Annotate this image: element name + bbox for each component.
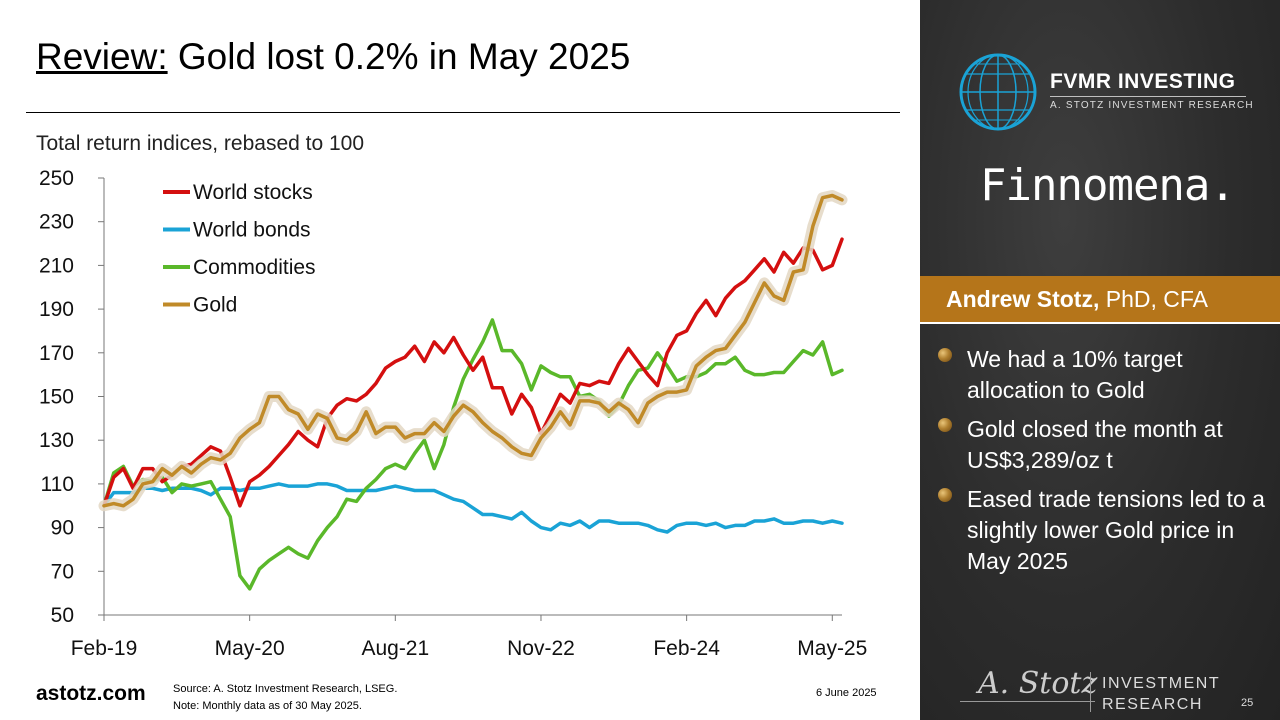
x-tick-label: Aug-21 [361, 637, 429, 660]
key-point: Eased trade tensions led to a slightly l… [938, 484, 1273, 577]
gold-line [102, 193, 844, 508]
key-point-text: Eased trade tensions led to a slightly l… [967, 486, 1265, 574]
line-chart: Total return indices, rebased to 100 50 70… [36, 132, 867, 660]
world-stocks-line [102, 237, 844, 508]
gold-coin-icon [938, 488, 952, 502]
x-tick-label: May-25 [797, 637, 867, 660]
slide-date: 6 June 2025 [816, 687, 877, 699]
legend-label: Commodities [193, 256, 316, 279]
x-tick-label: Nov-22 [507, 637, 575, 660]
fvmr-logo-title: FVMR INVESTING [1050, 70, 1236, 93]
author-name: Andrew Stotz, [946, 286, 1100, 312]
y-tick-label: 170 [39, 342, 74, 365]
slide-main: Review: Gold lost 0.2% in May 2025 Total… [26, 36, 900, 715]
y-tick-label: 190 [39, 298, 74, 321]
globe-icon [959, 53, 1037, 131]
slide-title: Review: Gold lost 0.2% in May 2025 [36, 36, 630, 78]
legend-label: World stocks [193, 181, 313, 204]
author-banner: Andrew Stotz, PhD, CFA [920, 276, 1280, 322]
y-tick-label: 90 [51, 517, 74, 540]
sidebar-panel: FVMR INVESTING A. STOTZ INVESTMENT RESEA… [920, 0, 1280, 720]
signature-logo: A. Stotz [978, 666, 1098, 701]
key-point-text: Gold closed the month at US$3,289/oz t [967, 416, 1223, 473]
ir-line-1: INVESTMENT [1102, 675, 1221, 692]
x-tick-label: Feb-24 [653, 637, 720, 660]
legend-label: World bonds [193, 219, 311, 242]
note-line: Note: Monthly data as of 30 May 2025. [173, 700, 362, 712]
y-tick-label: 210 [39, 254, 74, 277]
source-note: Source: A. Stotz Investment Research, LS… [173, 681, 397, 715]
source-line: Source: A. Stotz Investment Research, LS… [173, 683, 398, 695]
fvmr-divider [1050, 96, 1246, 97]
chart-title: Total return indices, rebased to 100 [36, 132, 364, 155]
world-bonds-line [102, 482, 844, 534]
y-tick-label: 250 [39, 167, 74, 190]
title-prefix: Review: [36, 36, 168, 77]
investment-research-logo: INVESTMENT RESEARCH [1102, 673, 1220, 715]
commodities-line [102, 318, 844, 591]
title-divider [26, 112, 900, 113]
y-tick-label: 110 [41, 473, 74, 496]
y-tick-label: 50 [51, 604, 74, 627]
footer-separator [1090, 672, 1091, 712]
title-rest: Gold lost 0.2% in May 2025 [167, 36, 631, 77]
key-point: We had a 10% target allocation to Gold [938, 344, 1273, 406]
brand-url[interactable]: astotz.com [36, 682, 146, 705]
x-tick-label: May-20 [215, 637, 285, 660]
key-point: Gold closed the month at US$3,289/oz t [938, 414, 1273, 476]
key-points: We had a 10% target allocation to Gold G… [938, 344, 1273, 585]
fvmr-logo-subtitle: A. STOTZ INVESTMENT RESEARCH [1050, 100, 1254, 111]
gold-coin-icon [938, 418, 952, 432]
gold-coin-icon [938, 348, 952, 362]
legend-label: Gold [193, 294, 237, 317]
author-credentials: PhD, CFA [1099, 286, 1208, 312]
signature-underline [960, 701, 1095, 702]
page-number: 25 [1241, 697, 1254, 709]
x-tick-label: Feb-19 [71, 637, 138, 660]
y-tick-label: 130 [39, 429, 74, 452]
key-point-text: We had a 10% target allocation to Gold [967, 346, 1183, 403]
y-tick-label: 70 [51, 560, 74, 583]
ir-line-2: RESEARCH [1102, 696, 1203, 713]
author-divider [920, 322, 1280, 324]
partner-logo: Finnomena. [980, 160, 1236, 211]
y-tick-label: 150 [39, 386, 74, 409]
y-tick-label: 230 [39, 211, 74, 234]
